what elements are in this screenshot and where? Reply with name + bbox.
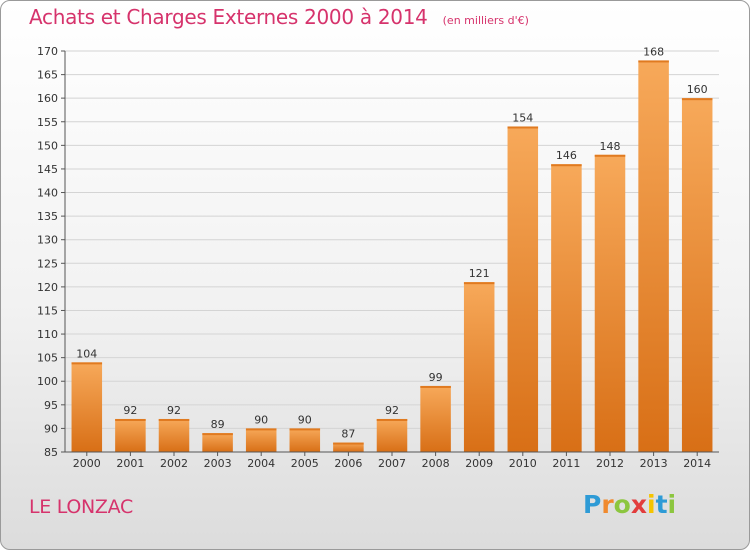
bar-2004	[245, 428, 277, 452]
y-tick-label: 85	[44, 446, 58, 459]
y-tick-label: 125	[37, 257, 58, 270]
bar-2012	[594, 154, 626, 452]
data-label-2011: 146	[556, 149, 577, 162]
y-tick-label: 165	[37, 69, 58, 82]
x-tick-label-2003: 2003	[204, 457, 232, 470]
data-label-2000: 104	[76, 347, 97, 360]
bar-cap-2008	[420, 385, 451, 388]
data-label-2010: 154	[512, 111, 533, 124]
data-label-2008: 99	[429, 371, 443, 384]
logo-letter: i	[647, 490, 656, 519]
y-tick-label: 95	[44, 399, 58, 412]
bar-2013	[638, 60, 669, 452]
data-label-2012: 148	[600, 140, 621, 153]
logo-letter: x	[630, 490, 647, 519]
y-tick-label: 100	[37, 375, 58, 388]
data-label-2003: 89	[211, 418, 225, 431]
x-tick-label-2005: 2005	[291, 457, 319, 470]
bar-2007	[376, 418, 408, 452]
y-tick-label: 105	[37, 352, 58, 365]
x-tick-label-2002: 2002	[160, 457, 188, 470]
y-tick-label: 90	[44, 422, 58, 435]
y-tick-label: 110	[37, 328, 58, 341]
y-tick-label: 140	[37, 187, 58, 200]
x-tick-label-2011: 2011	[552, 457, 580, 470]
x-tick-label-2013: 2013	[640, 457, 668, 470]
axes: 85 90 95 100 105 110 115 120 125 130 135 140 145 150 1…	[37, 45, 719, 470]
chart-title: Achats et Charges Externes 2000 à 2014	[29, 5, 428, 29]
bar-2008	[420, 385, 451, 452]
data-label-2007: 92	[385, 404, 399, 417]
proxiti-logo: Proxiti	[583, 490, 676, 519]
data-label-2001: 92	[123, 404, 137, 417]
y-tick-label: 155	[37, 116, 58, 129]
logo-letter: P	[583, 490, 602, 519]
y-tick-label: 145	[37, 163, 58, 176]
x-tick-label-2007: 2007	[378, 457, 406, 470]
bar-2000	[71, 362, 103, 452]
bar-cap-2004	[245, 428, 277, 431]
data-label-2002: 92	[167, 404, 181, 417]
x-tick-label-2010: 2010	[509, 457, 537, 470]
title-row: Achats et Charges Externes 2000 à 2014 (…	[29, 5, 529, 29]
commune-name: LE LONZAC	[29, 496, 133, 518]
bar-cap-2007	[376, 418, 408, 421]
bar-cap-2013	[638, 60, 669, 63]
data-label-2006: 87	[341, 428, 355, 441]
logo-letter: i	[667, 490, 677, 519]
x-tick-label-2000: 2000	[73, 457, 101, 470]
y-tick-label: 135	[37, 210, 58, 223]
bar-2005	[289, 428, 321, 452]
data-label-2009: 121	[469, 267, 490, 280]
x-tick-label-2001: 2001	[116, 457, 144, 470]
bar-cap-2005	[289, 428, 321, 431]
chart-subtitle: (en milliers d'€)	[442, 14, 529, 27]
y-tick-label: 150	[37, 139, 58, 152]
x-tick-label-2004: 2004	[247, 457, 275, 470]
data-label-2004: 90	[254, 413, 268, 426]
y-tick-label: 160	[37, 92, 58, 105]
bar-cap-2014	[681, 98, 713, 101]
bar-cap-2010	[507, 126, 539, 129]
x-tick-label-2014: 2014	[683, 457, 711, 470]
bar-2009	[463, 282, 495, 452]
bar-cap-2009	[463, 282, 495, 285]
logo-letter: t	[655, 490, 668, 519]
logo-letter: o	[613, 490, 631, 519]
bar-2006	[333, 442, 364, 452]
bar-2011	[551, 164, 582, 453]
x-tick-label-2009: 2009	[465, 457, 493, 470]
bar-2014	[681, 98, 713, 453]
data-label-2014: 160	[687, 83, 708, 96]
bar-cap-2002	[158, 418, 190, 421]
y-tick-label: 170	[37, 45, 58, 58]
bar-2001	[115, 418, 146, 452]
data-label-2005: 90	[298, 413, 312, 426]
y-tick-label: 115	[37, 304, 58, 317]
data-label-2013: 168	[643, 45, 664, 58]
logo-letter: r	[601, 490, 614, 519]
bar-cap-2006	[333, 442, 364, 445]
y-tick-label: 120	[37, 281, 58, 294]
bar-cap-2012	[594, 154, 626, 157]
x-tick-label-2012: 2012	[596, 457, 624, 470]
bar-cap-2000	[71, 362, 103, 365]
bar-cap-2011	[551, 164, 582, 167]
x-tick-label-2006: 2006	[334, 457, 362, 470]
bar-cap-2001	[115, 418, 146, 421]
bars: 104 92 92 89 90 90 87 92 99 121 154 146 148 168 160	[71, 45, 713, 453]
bar-cap-2003	[202, 433, 233, 436]
bar-2003	[202, 433, 233, 452]
bar-2002	[158, 418, 190, 452]
bar-2010	[507, 126, 539, 452]
x-tick-label-2008: 2008	[422, 457, 450, 470]
y-tick-label: 130	[37, 234, 58, 247]
